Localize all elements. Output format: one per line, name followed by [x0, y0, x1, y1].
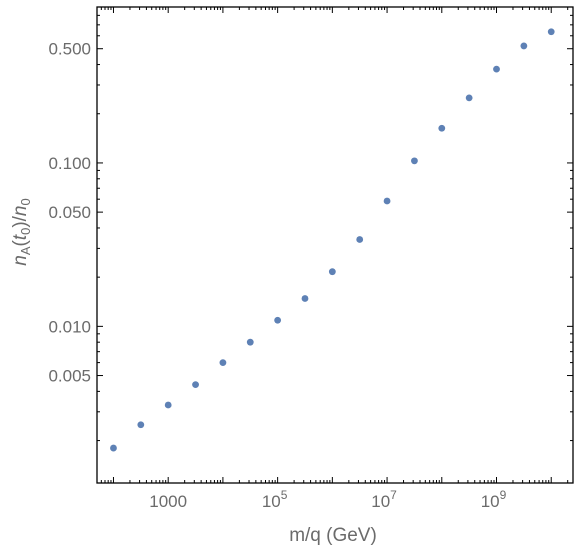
data-point — [164, 401, 172, 409]
data-point — [411, 157, 418, 165]
data-point — [246, 338, 254, 346]
y-tick-label: 0.010 — [48, 317, 91, 336]
data-point — [465, 94, 473, 102]
plot-frame — [96, 6, 574, 484]
y-axis-label: nA(t0)/n0 — [10, 198, 33, 266]
data-point — [493, 65, 500, 73]
y-tick-label: 0.005 — [48, 367, 91, 386]
y-tick-label: 0.100 — [48, 154, 91, 173]
data-point — [520, 42, 528, 50]
data-points — [110, 28, 555, 452]
data-point — [438, 124, 446, 132]
x-tick-label: 1000 — [149, 492, 187, 511]
x-tick-label: 109 — [481, 488, 507, 511]
x-tick-label: 105 — [262, 488, 288, 511]
axis-ticks: 1000 105 107 109 0.005 0.010 0.050 0.100 0.500 — [48, 6, 573, 511]
data-point — [547, 28, 555, 36]
data-point — [192, 381, 199, 389]
data-point — [137, 421, 145, 429]
data-point — [328, 268, 336, 276]
y-tick-label: 0.500 — [48, 40, 91, 59]
data-point — [219, 359, 227, 367]
data-point — [383, 197, 391, 205]
x-axis-label: m/q (GeV) — [289, 525, 377, 546]
data-point — [110, 444, 117, 452]
x-tick-label: 107 — [371, 488, 397, 511]
data-point — [356, 236, 364, 243]
data-point — [274, 316, 282, 324]
y-tick-label: 0.050 — [48, 203, 91, 222]
data-point — [301, 295, 309, 302]
